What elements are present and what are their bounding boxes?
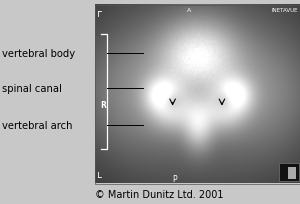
Text: spinal canal: spinal canal [2, 84, 61, 94]
Text: INETAVUE: INETAVUE [272, 8, 298, 13]
Text: vertebral body: vertebral body [2, 49, 75, 59]
Text: vertebral arch: vertebral arch [2, 121, 72, 130]
Text: © Martin Dunitz Ltd. 2001: © Martin Dunitz Ltd. 2001 [95, 189, 223, 199]
Text: A: A [187, 8, 191, 13]
Text: R: R [100, 100, 106, 109]
Bar [288, 167, 296, 180]
Text: P: P [172, 175, 177, 184]
Bar [94, 6, 300, 184]
Bar [279, 163, 298, 182]
